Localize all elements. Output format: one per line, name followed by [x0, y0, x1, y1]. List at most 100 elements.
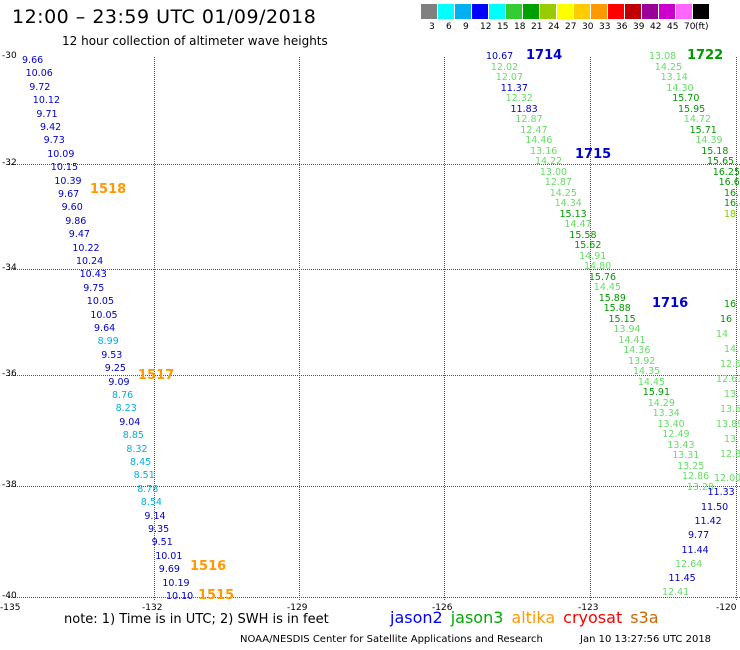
wave-height-value: 12.64 — [675, 558, 703, 570]
wave-height-value: 12.41 — [662, 587, 690, 599]
wave-height-value: 9.25 — [104, 363, 126, 375]
wave-height-value: 9.69 — [158, 564, 180, 576]
wave-height-value: 15.95 — [678, 103, 706, 115]
wave-height-value: 13.00 — [539, 166, 568, 178]
wave-height-value: 13.14 — [660, 72, 688, 83]
legend-label: 21 — [531, 22, 543, 32]
wave-height-value: 11.33 — [707, 487, 735, 499]
wave-height-value: 10.10 — [166, 591, 194, 602]
wave-height-value: 18 — [724, 208, 737, 220]
wave-height-value: 16 — [724, 299, 737, 310]
wave-height-value: 13.34 — [652, 408, 680, 419]
wave-height-value: 9.04 — [119, 416, 141, 428]
legend-label: 45 — [667, 22, 679, 32]
satellite-legend-item: s3a — [630, 608, 659, 627]
wave-height-value: 14.47 — [564, 219, 592, 230]
legend-label: 6 — [446, 22, 452, 32]
wave-height-value: 15.71 — [689, 124, 717, 136]
wave-height-value: 14.36 — [623, 345, 651, 356]
wave-height-value: 10.05 — [86, 296, 114, 308]
pass-number-label: 1716 — [652, 296, 689, 311]
color-scale-legend — [421, 4, 710, 19]
wave-height-value: 13.31 — [672, 450, 700, 461]
legend-swatch — [574, 4, 591, 19]
wave-height-value: 16.60 — [718, 177, 740, 188]
legend-label: 9 — [463, 22, 469, 32]
wave-height-value: 12.47 — [520, 124, 548, 136]
wave-height-value: 12.6 — [720, 359, 740, 370]
wave-height-value: 9.72 — [29, 81, 51, 93]
wave-height-value: 9.60 — [61, 202, 83, 214]
legend-label: 15 — [497, 22, 509, 32]
wave-height-value: 13.25 — [677, 460, 705, 472]
wave-height-value: 9.66 — [22, 55, 44, 66]
wave-height-value: 14.41 — [618, 334, 646, 346]
wave-height-value: 9.71 — [36, 108, 58, 120]
wave-height-value: 9.73 — [43, 135, 65, 147]
wave-height-value: 10.67 — [486, 51, 514, 62]
legend-swatch — [455, 4, 472, 19]
wave-height-value: 12.32 — [505, 93, 533, 104]
wave-height-value: 15.88 — [603, 303, 631, 314]
wave-height-value: 13.16 — [530, 145, 558, 157]
wave-height-value: 14.39 — [695, 135, 723, 146]
legend-label: 24 — [548, 22, 560, 32]
legend-label: 3 — [429, 22, 435, 32]
wave-height-value: 9.47 — [68, 229, 90, 241]
wave-height-value: 10.24 — [76, 256, 104, 267]
legend-swatch — [506, 4, 523, 19]
wave-height-value: 14.46 — [525, 135, 553, 146]
wave-height-value: 15.65 — [707, 156, 735, 167]
wave-height-value: 13.62 — [720, 404, 740, 415]
wave-height-value: 11.83 — [510, 103, 538, 115]
longitude-label: -120 — [716, 603, 737, 613]
wave-height-value: 15.58 — [569, 229, 597, 241]
legend-swatch — [472, 4, 489, 19]
wave-height-value: 14.7 — [724, 344, 740, 355]
wave-height-value: 11.42 — [694, 515, 722, 527]
latitude-gridline — [8, 164, 740, 165]
longitude-gridline — [590, 57, 591, 600]
wave-height-value: 10.22 — [72, 242, 100, 254]
wave-height-value: 13.94 — [613, 324, 641, 335]
satellite-legend-item: jason3 — [450, 608, 504, 627]
wave-height-value: 10.05 — [90, 309, 118, 321]
legend-swatch — [625, 4, 642, 19]
pass-number-label: 1518 — [90, 182, 127, 197]
wave-height-value: 9.09 — [108, 376, 130, 388]
latitude-label: -38 — [2, 480, 17, 490]
map-subtitle: 12 hour collection of altimeter wave hei… — [62, 34, 328, 48]
legend-swatch — [421, 4, 438, 19]
wave-height-value: 16 — [720, 314, 733, 325]
wave-height-value: 9.86 — [65, 215, 87, 227]
wave-height-value: 9.42 — [40, 122, 62, 133]
longitude-label: -135 — [0, 603, 21, 613]
longitude-gridline — [736, 57, 737, 600]
latitude-gridline — [8, 269, 740, 270]
wave-height-value: 13.89 — [716, 419, 740, 430]
legend-swatch — [523, 4, 540, 19]
legend-label: 12 — [480, 22, 492, 32]
wave-height-value: 10.06 — [25, 68, 53, 80]
wave-height-value: 9.67 — [58, 189, 80, 200]
longitude-label: -123 — [578, 603, 599, 613]
units-note: note: 1) Time is in UTC; 2) SWH is in fe… — [64, 612, 329, 627]
wave-height-value: 12.86 — [720, 449, 740, 460]
legend-label: 18 — [514, 22, 526, 32]
legend-swatch — [540, 4, 557, 19]
wave-height-value: 15.91 — [642, 387, 670, 398]
wave-height-value: 9.75 — [83, 282, 105, 294]
pass-number-label: 1517 — [138, 368, 175, 383]
legend-swatch — [676, 4, 693, 19]
map-plot-area — [8, 57, 740, 600]
wave-height-value: 10.19 — [162, 577, 190, 589]
wave-height-value: 9.51 — [151, 537, 173, 549]
wave-height-value: 13.92 — [628, 355, 656, 367]
latitude-label: -40 — [2, 591, 17, 601]
wave-height-value: 15.62 — [574, 240, 602, 251]
wave-height-value: 8.51 — [133, 470, 155, 482]
wave-height-value: 14.80 — [584, 261, 612, 272]
longitude-gridline — [154, 57, 155, 600]
wave-height-value: 13.37 — [724, 389, 740, 400]
